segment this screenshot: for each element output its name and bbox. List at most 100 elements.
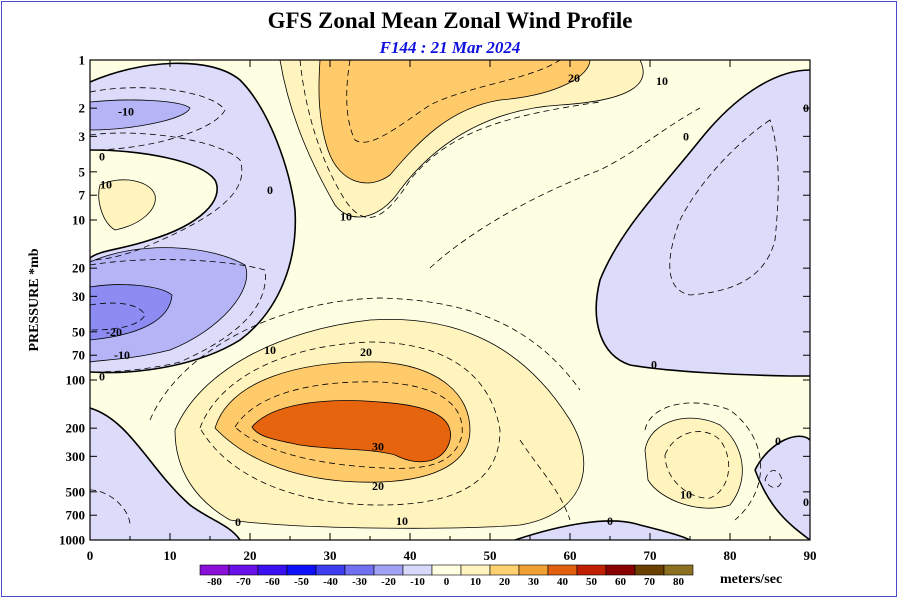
- y-tick-label: 100: [66, 373, 86, 388]
- x-tick-label: 20: [244, 548, 257, 563]
- y-axis-title: PRESSURE *mb: [27, 248, 42, 351]
- band-neg-bottom-right: [755, 436, 810, 540]
- contour-line: [754, 435, 810, 471]
- contour-line: [318, 60, 591, 184]
- contour-line: [174, 319, 585, 529]
- colorbar-swatch: [605, 564, 636, 576]
- band-neg20-upper: [90, 100, 190, 130]
- colorbar-swatch: [402, 564, 433, 576]
- y-tick-label: 1: [79, 53, 86, 68]
- contour-label: 0: [775, 434, 781, 448]
- contour-line: [214, 361, 471, 483]
- colorbar-swatch: [518, 564, 549, 576]
- x-tick-label: 90: [804, 548, 817, 563]
- contour-line: [90, 87, 226, 151]
- y-tick-label: 200: [66, 421, 86, 436]
- y-tick-label: 10: [72, 213, 85, 228]
- contour-label: 0: [683, 129, 689, 143]
- contour-label: 10: [396, 514, 408, 528]
- colorbar-label: 20: [499, 576, 511, 588]
- y-tick-label: 30: [72, 289, 85, 304]
- contour-line: [664, 431, 729, 499]
- colorbar-label: -20: [381, 576, 396, 588]
- contour-line: [90, 489, 131, 526]
- y-tick-label: 500: [66, 484, 86, 499]
- colorbar-label: 10: [470, 576, 482, 588]
- colorbar-swatch: [431, 564, 462, 576]
- x-tick-label: 0: [87, 548, 94, 563]
- colorbar-label: 70: [644, 576, 656, 588]
- colorbar-units: meters/sec: [720, 572, 782, 587]
- chart-subtitle: F144 : 21 Mar 2024: [379, 38, 521, 57]
- contour-line: [644, 417, 743, 509]
- colorbar-label: 80: [673, 576, 685, 588]
- colorbar-swatch: [286, 564, 317, 576]
- contour-line: [90, 302, 146, 331]
- contour-label: 0: [803, 495, 809, 509]
- colorbar-label: -70: [236, 576, 251, 588]
- colorbar-label: 40: [557, 576, 569, 588]
- contour-label: 20: [372, 479, 384, 493]
- x-axis: 0 10 20 30 40 50 60 70 80 90: [87, 60, 817, 563]
- contour-label: 20: [568, 71, 580, 85]
- contour-line: [90, 259, 266, 373]
- colorbar-label: -40: [323, 576, 338, 588]
- colorbar-label: -60: [265, 576, 280, 588]
- contour-line: [98, 179, 156, 231]
- colorbar-swatch: [547, 564, 578, 576]
- band-neg-bottom: [515, 520, 690, 540]
- contour-label: -10: [114, 348, 130, 362]
- solid-contours: [90, 62, 810, 540]
- colorbar-swatch: [634, 564, 665, 576]
- x-tick-label: 70: [644, 548, 657, 563]
- colorbar-swatch: [489, 564, 520, 576]
- contour-line: [90, 284, 173, 341]
- contour-line: [669, 119, 779, 296]
- colorbar-swatch: [315, 564, 346, 576]
- contour-label: 0: [267, 183, 273, 197]
- colorbar-label: -80: [207, 576, 222, 588]
- x-tick-label: 80: [724, 548, 737, 563]
- contour-line: [754, 469, 810, 540]
- band-neg-lowerleft: [90, 408, 240, 540]
- contour-line: [299, 60, 601, 218]
- x-tick-label: 40: [404, 548, 417, 563]
- contour-line: [234, 381, 463, 469]
- contour-line: [279, 60, 644, 218]
- contour-label: 10: [264, 343, 276, 357]
- y-tick-label: 300: [66, 449, 86, 464]
- y-tick-label: 7: [79, 188, 86, 203]
- contour-label: 10: [656, 74, 668, 88]
- colorbar-label: 30: [528, 576, 540, 588]
- contour-line: [429, 107, 701, 269]
- colorbar-label: 60: [615, 576, 627, 588]
- colorbar-swatch: [576, 564, 607, 576]
- colorbar-swatch: [373, 564, 404, 576]
- band-pos10-pocket-upperleft: [98, 179, 156, 230]
- x-tick-label: 50: [484, 548, 497, 563]
- x-tick-label: 60: [564, 548, 577, 563]
- contour-line: [90, 247, 247, 363]
- contour-label: -20: [106, 325, 122, 339]
- colorbar-label: 0: [444, 576, 450, 588]
- contour-label: 0: [235, 515, 241, 529]
- chart-title: GFS Zonal Mean Zonal Wind Profile: [267, 8, 633, 33]
- contour-line: [595, 69, 810, 377]
- y-tick-label: 700: [66, 508, 86, 523]
- thin-contours: [90, 60, 743, 529]
- contour-line: [149, 297, 581, 421]
- colorbar-swatch: [228, 564, 259, 576]
- colorbar: -80 -70 -60 -50 -40 -30 -20 -10 0 10 20 30 40 50 60 70 8…: [199, 564, 694, 588]
- plot-area: [90, 60, 810, 540]
- band-neg-right: [596, 70, 810, 376]
- y-tick-label: 1000: [59, 533, 85, 548]
- colorbar-label: 50: [586, 576, 598, 588]
- x-tick-label: 30: [324, 548, 337, 563]
- colorbar-label: -50: [294, 576, 309, 588]
- contour-label: 30: [372, 439, 384, 453]
- dashed-contours: [90, 60, 783, 526]
- contour-label: 0: [99, 149, 105, 163]
- contour-label: 20: [360, 345, 372, 359]
